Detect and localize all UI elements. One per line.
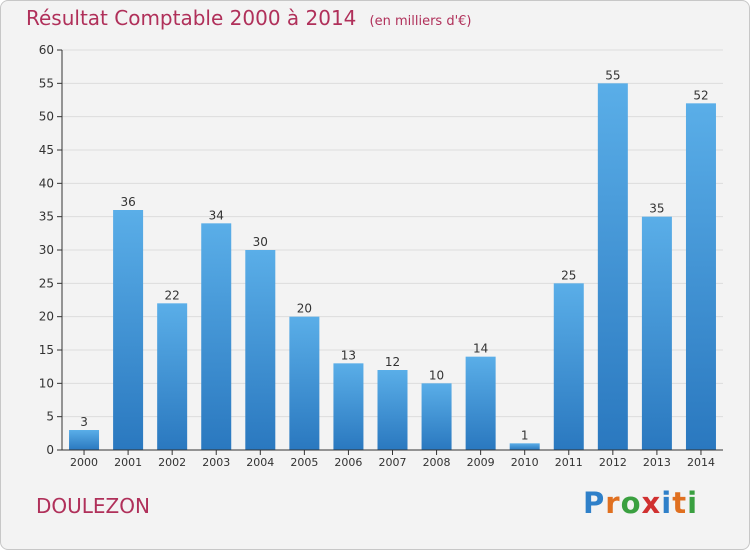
bar [69,430,100,450]
y-tick-label: 30 [39,243,54,257]
bar-value-label: 14 [473,342,488,356]
logo-letter: i [661,486,673,520]
x-tick-label: 2013 [643,456,671,469]
commune-name: DOULEZON [36,494,150,518]
bar-value-label: 30 [253,235,268,249]
bar [245,250,276,450]
x-tick-label: 2014 [687,456,715,469]
x-tick-label: 2001 [114,456,142,469]
x-tick-label: 2008 [423,456,451,469]
logo-letter: t [672,486,688,520]
bar [509,443,540,450]
logo-letter: r [605,486,621,520]
chart-title: Résultat Comptable 2000 à 2014 [26,6,357,30]
y-tick-label: 45 [39,143,54,157]
bar-value-label: 52 [693,88,708,102]
bar [333,363,364,450]
proxiti-logo: Proxiti [583,486,698,520]
x-tick-label: 2004 [246,456,274,469]
title-row: Résultat Comptable 2000 à 2014 (en milli… [26,6,471,30]
bar-value-label: 3 [80,415,88,429]
chart-subtitle: (en milliers d'€) [369,14,472,29]
bar [597,83,628,450]
logo-letter: P [583,486,606,520]
bar [641,216,672,450]
bar-value-label: 1 [521,428,529,442]
bar-value-label: 12 [385,355,400,369]
bar-value-label: 34 [209,208,224,222]
bar-value-label: 35 [649,202,664,216]
y-tick-label: 25 [39,276,54,290]
bar-value-label: 10 [429,368,444,382]
bar [685,103,716,450]
bar [201,223,232,450]
x-tick-label: 2009 [467,456,495,469]
x-tick-label: 2011 [555,456,583,469]
x-tick-label: 2000 [70,456,98,469]
y-tick-label: 10 [39,376,54,390]
y-tick-label: 55 [39,76,54,90]
bar-value-label: 36 [120,195,135,209]
logo-letter: x [641,486,662,520]
y-tick-label: 60 [39,43,54,57]
x-tick-label: 2010 [511,456,539,469]
bar-value-label: 20 [297,302,312,316]
x-tick-label: 2005 [290,456,318,469]
logo-letter: o [620,486,642,520]
bar [289,316,320,450]
x-tick-label: 2003 [202,456,230,469]
x-tick-label: 2012 [599,456,627,469]
x-tick-label: 2006 [334,456,362,469]
y-tick-label: 0 [46,443,54,457]
x-tick-label: 2007 [379,456,407,469]
bar [113,210,144,450]
bar [553,283,584,450]
x-tick-label: 2002 [158,456,186,469]
bar-layer: 3 36 22 34 30 20 13 12 10 14 1 25 55 35 52 [69,68,716,450]
y-tick-label: 15 [39,343,54,357]
y-tick-label: 40 [39,176,54,190]
bar [377,370,408,450]
bar-value-label: 22 [165,288,180,302]
bar-value-label: 55 [605,68,620,82]
bar [421,383,452,450]
bar-value-label: 13 [341,348,356,362]
y-tick-label: 50 [39,110,54,124]
bar [465,356,496,450]
logo-letter: i [687,486,699,520]
axis-layer: 0 5 10 15 20 25 30 35 40 45 50 55 60 2000 2001 2002 2003… [39,43,723,469]
bar [157,303,188,450]
bar-value-label: 25 [561,268,576,282]
y-tick-label: 35 [39,210,54,224]
y-tick-label: 20 [39,310,54,324]
y-tick-label: 5 [46,410,54,424]
